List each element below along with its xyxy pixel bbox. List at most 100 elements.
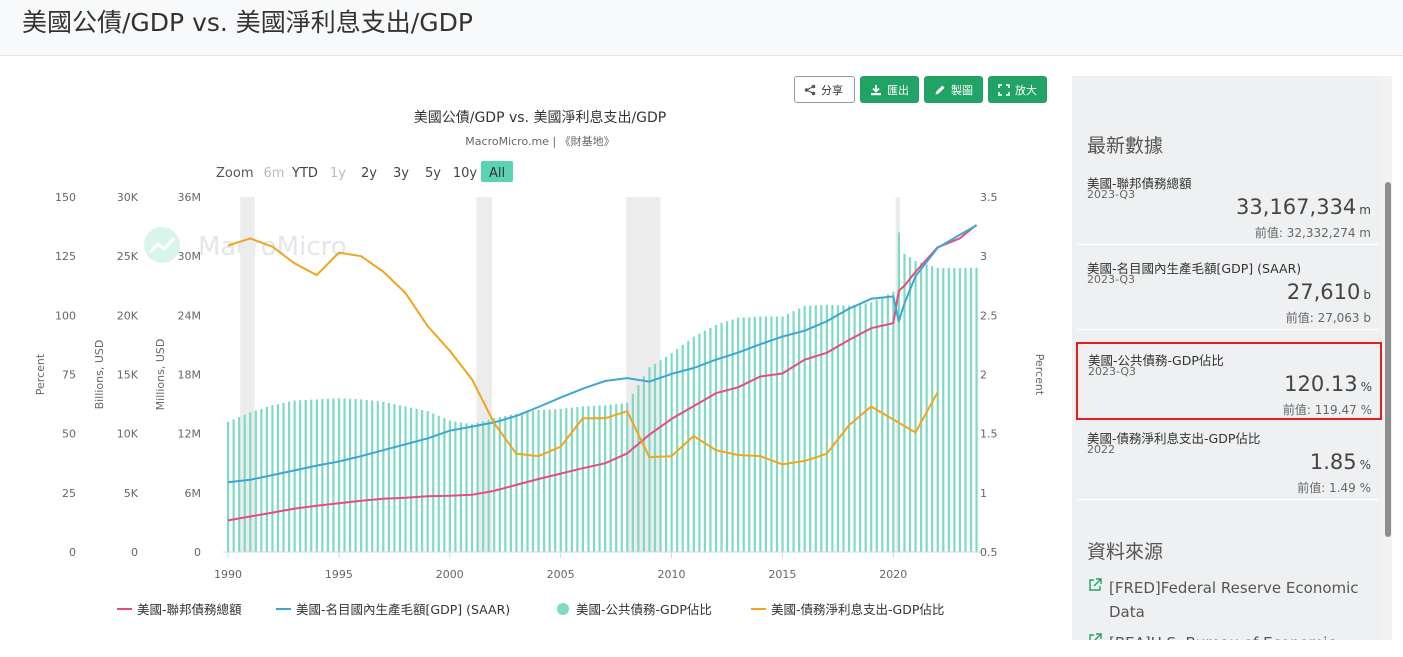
y-tick-label: 6M xyxy=(185,487,202,500)
legend-item[interactable]: 美國-公共債務-GDP佔比 xyxy=(557,602,712,617)
debt-gdp-bar xyxy=(947,268,950,552)
zoom-2y-button[interactable]: 2y xyxy=(361,166,377,181)
debt-gdp-bar xyxy=(692,336,695,552)
debt-gdp-bar xyxy=(942,268,945,552)
expand-button[interactable]: 放大 xyxy=(988,76,1047,103)
debt-gdp-bar xyxy=(742,317,745,552)
series-line xyxy=(227,237,939,466)
debt-gdp-bar xyxy=(343,398,346,552)
debt-gdp-bar xyxy=(714,324,718,552)
draw-button[interactable]: 製圖 xyxy=(924,76,983,103)
debt-gdp-bar xyxy=(709,327,712,552)
legend-item[interactable]: 美國-聯邦債務總額 xyxy=(117,602,242,617)
debt-gdp-bar xyxy=(243,414,246,552)
share-label: 分享 xyxy=(821,83,843,97)
data-item-debt-gdp-ratio[interactable]: 美國-公共債務-GDP佔比 2023-Q3 120.13% 前值: 119.47… xyxy=(1076,342,1382,420)
chart-subtitle: MacroMicro.me | 《財基地》 xyxy=(465,134,614,148)
debt-gdp-bar xyxy=(781,316,784,552)
expand-icon xyxy=(998,83,1010,96)
debt-gdp-bar xyxy=(365,399,368,552)
item-name: 美國-名目國內生產毛額[GDP] (SAAR) xyxy=(1087,261,1302,276)
y-tick-label: 30M xyxy=(178,250,202,263)
debt-gdp-bar xyxy=(326,398,329,552)
debt-gdp-bar xyxy=(348,398,352,552)
y-tick-label: 18M xyxy=(178,369,202,382)
debt-gdp-bar xyxy=(554,409,557,552)
source-label: [FRED]Federal Reserve Economic Data xyxy=(1109,579,1359,621)
pencil-icon xyxy=(935,85,945,94)
debt-gdp-bar xyxy=(731,319,734,552)
y-axis-title: Billions, USD xyxy=(93,340,106,410)
debt-gdp-bar xyxy=(265,407,269,552)
debt-gdp-bar xyxy=(720,323,723,552)
debt-gdp-bar xyxy=(421,410,424,552)
debt-gdp-bar xyxy=(448,420,451,552)
data-item-interest-gdp-ratio[interactable]: 美國-債務淨利息支出-GDP佔比 2022 1.85% 前值: 1.49 % xyxy=(1077,422,1379,500)
debt-gdp-bar xyxy=(953,268,956,552)
debt-gdp-bar xyxy=(382,401,385,552)
debt-gdp-bar xyxy=(487,419,490,552)
item-name: 美國-債務淨利息支出-GDP佔比 xyxy=(1087,431,1261,446)
legend-item[interactable]: 美國-債務淨利息支出-GDP佔比 xyxy=(751,602,944,617)
export-label: 匯出 xyxy=(887,83,909,97)
y-tick-label: 15K xyxy=(117,369,139,382)
x-tick-label: 2000 xyxy=(436,568,464,581)
sidebar-scrollbar-thumb[interactable] xyxy=(1385,182,1391,537)
debt-gdp-bar xyxy=(548,409,551,552)
y-tick-label: 150 xyxy=(55,191,76,204)
debt-gdp-bar xyxy=(964,267,967,552)
debt-gdp-bar xyxy=(404,406,407,552)
zoom-1y-button: 1y xyxy=(330,166,346,181)
zoom-label: Zoom xyxy=(216,166,253,181)
zoom-3y-button[interactable]: 3y xyxy=(393,166,409,181)
debt-gdp-bar xyxy=(737,317,740,552)
debt-gdp-bar xyxy=(626,402,629,552)
zoom-option-label: 2y xyxy=(361,166,377,181)
data-item-federal-debt[interactable]: 美國-聯邦債務總額 2023-Q3 33,167,334 m 前值: 32,332… xyxy=(1077,167,1379,245)
data-item-gdp[interactable]: 美國-名目國內生產毛額[GDP] (SAAR) 2023-Q3 27,610 b … xyxy=(1077,252,1379,330)
item-period: 2023-Q3 xyxy=(1087,273,1136,286)
debt-gdp-bar xyxy=(703,330,706,552)
zoom-option-label: 1y xyxy=(330,166,346,181)
zoom-all-button[interactable]: All xyxy=(481,161,513,182)
debt-gdp-bar xyxy=(598,405,601,552)
zoom-5y-button[interactable]: 5y xyxy=(425,166,441,181)
debt-gdp-bar xyxy=(803,305,806,552)
y-tick-label: 0 xyxy=(131,546,138,559)
zoom-10y-button[interactable]: 10y xyxy=(453,166,478,181)
item-name: 美國-聯邦債務總額 xyxy=(1087,176,1192,191)
zoom-option-label: All xyxy=(489,166,505,181)
debt-gdp-bar xyxy=(287,401,291,552)
export-button[interactable]: 匯出 xyxy=(860,76,919,103)
debt-gdp-bar xyxy=(831,304,834,552)
debt-gdp-bar xyxy=(304,399,307,552)
y-tick-label: 36M xyxy=(178,191,202,204)
zoom-active-bg xyxy=(481,161,513,182)
debt-gdp-bar xyxy=(565,408,568,552)
item-name: 美國-公共債務-GDP佔比 xyxy=(1088,353,1224,368)
zoom-ytd-button[interactable]: YTD xyxy=(291,166,318,181)
debt-gdp-bar xyxy=(543,409,546,552)
sources-heading: 資料來源 xyxy=(1087,541,1164,563)
zoom-option-label: 6m xyxy=(264,166,285,181)
item-previous: 前值: 1.49 % xyxy=(1297,481,1371,495)
chart: 美國公債/GDP vs. 美國淨利息支出/GDP MacroMicro.me |… xyxy=(34,109,1046,617)
item-previous: 前值: 27,063 b xyxy=(1285,311,1371,325)
debt-gdp-bar xyxy=(227,421,230,552)
source-link-bea[interactable]: [BEA]U.S. Bureau of Economic Analysis xyxy=(1087,631,1359,640)
debt-gdp-bar xyxy=(254,410,257,552)
page-title: 美國公債/GDP vs. 美國淨利息支出/GDP xyxy=(22,8,473,37)
debt-gdp-bar xyxy=(886,294,889,552)
source-link-fred[interactable]: [FRED]Federal Reserve Economic Data xyxy=(1087,576,1359,624)
debt-gdp-bar xyxy=(604,405,607,552)
sidebar: 最新數據 美國-聯邦債務總額 2023-Q3 33,167,334 m 前值: 3… xyxy=(1072,76,1382,640)
legend-item[interactable]: 美國-名目國內生產毛額[GDP] (SAAR) xyxy=(276,602,510,617)
debt-gdp-bar xyxy=(249,412,252,552)
page-header: 美國公債/GDP vs. 美國淨利息支出/GDP xyxy=(0,0,1403,56)
debt-gdp-bar xyxy=(809,305,812,552)
debt-gdp-bar xyxy=(875,299,878,552)
debt-gdp-bar xyxy=(903,253,906,553)
debt-gdp-bar xyxy=(321,399,324,552)
legend-label: 美國-名目國內生產毛額[GDP] (SAAR) xyxy=(296,602,510,617)
share-button[interactable]: 分享 xyxy=(794,76,855,103)
